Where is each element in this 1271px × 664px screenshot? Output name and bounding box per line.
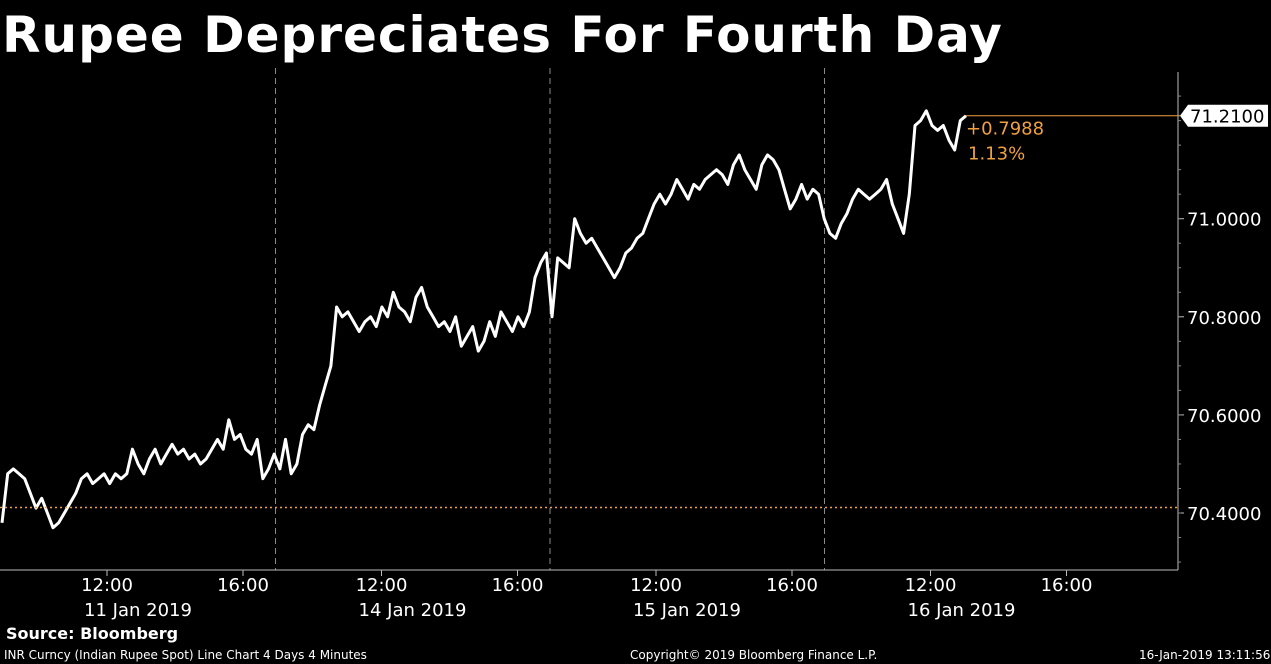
y-tick-label: 70.4000: [1187, 504, 1261, 525]
inr-price-line: [0, 109, 967, 530]
footer-timestamp: 16-Jan-2019 13:11:56: [1139, 648, 1271, 662]
axes: [0, 72, 1184, 576]
change-value-label: +0.7988: [966, 119, 1044, 140]
tick-labels: 70.4000 70.6000 70.8000 71.0000 12:00 16:00 12…: [81, 210, 1261, 621]
x-day-label: 11 Jan 2019: [84, 600, 192, 621]
footer-ticker: INR Curncy (Indian Rupee Spot) Line Char…: [4, 648, 367, 662]
footer-copyright: Copyright© 2019 Bloomberg Finance L.P.: [630, 648, 878, 662]
y-tick-label: 70.6000: [1187, 406, 1261, 427]
last-value-label: 71.2100: [1190, 107, 1264, 128]
y-tick-label: 71.0000: [1187, 210, 1261, 231]
x-day-label: 16 Jan 2019: [908, 600, 1016, 621]
x-day-label: 14 Jan 2019: [359, 600, 467, 621]
x-tick-label: 16:00: [217, 575, 269, 596]
change-percent-label: 1.13%: [968, 144, 1025, 165]
x-tick-label: 12:00: [905, 575, 957, 596]
grid-lines: [275, 68, 825, 570]
chart-title: Rupee Depreciates For Fourth Day: [2, 6, 1003, 64]
annotations: 71.2100 +0.7988 1.13%: [0, 104, 1268, 509]
last-value-tag: [1180, 104, 1268, 127]
x-tick-label: 12:00: [356, 575, 408, 596]
x-tick-label: 16:00: [1041, 575, 1093, 596]
source-label: Source: Bloomberg: [6, 624, 179, 643]
x-tick-label: 12:00: [81, 575, 133, 596]
x-tick-label: 16:00: [766, 575, 818, 596]
x-tick-label: 12:00: [630, 575, 682, 596]
series-layer: [0, 109, 967, 530]
x-tick-label: 16:00: [492, 575, 544, 596]
y-tick-label: 70.8000: [1187, 308, 1261, 329]
x-day-label: 15 Jan 2019: [633, 600, 741, 621]
